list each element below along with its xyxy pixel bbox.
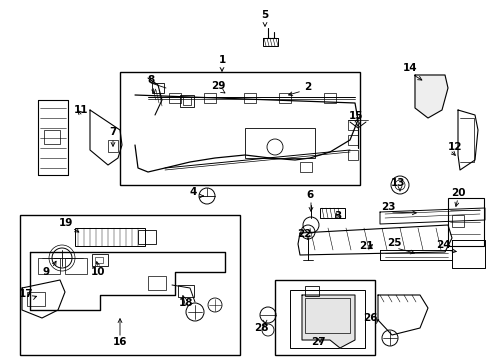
Bar xyxy=(75,228,145,246)
Text: 17: 17 xyxy=(19,289,33,299)
Bar xyxy=(92,254,108,266)
Text: 24: 24 xyxy=(435,240,449,250)
Bar xyxy=(451,215,463,227)
Bar xyxy=(319,208,345,218)
Bar xyxy=(244,93,256,103)
Bar xyxy=(274,280,374,355)
Text: 10: 10 xyxy=(91,267,105,277)
Bar xyxy=(305,286,318,296)
Text: 19: 19 xyxy=(59,218,73,228)
Bar xyxy=(44,130,60,144)
Text: 27: 27 xyxy=(310,337,325,347)
Text: 28: 28 xyxy=(253,323,268,333)
Text: 9: 9 xyxy=(42,267,49,277)
Text: 13: 13 xyxy=(390,178,405,188)
Bar xyxy=(347,150,357,160)
Bar xyxy=(347,120,357,130)
Bar xyxy=(120,72,359,185)
Bar xyxy=(289,290,364,348)
Bar xyxy=(324,93,335,103)
Text: 8: 8 xyxy=(147,75,154,85)
Text: 2: 2 xyxy=(304,82,311,92)
Bar xyxy=(279,93,290,103)
Bar xyxy=(148,276,165,290)
Bar xyxy=(180,95,194,107)
Text: 26: 26 xyxy=(362,313,376,323)
Bar xyxy=(347,135,357,145)
Text: 4: 4 xyxy=(189,187,196,197)
Text: 22: 22 xyxy=(296,229,311,239)
Bar xyxy=(152,83,163,93)
Bar xyxy=(244,128,314,158)
Polygon shape xyxy=(414,75,447,118)
Bar xyxy=(108,140,118,152)
Text: 14: 14 xyxy=(402,63,416,73)
Text: 20: 20 xyxy=(450,188,464,198)
Text: 6: 6 xyxy=(306,190,313,200)
Bar xyxy=(38,258,60,274)
Text: 7: 7 xyxy=(109,127,117,137)
Bar xyxy=(203,93,216,103)
Bar xyxy=(95,257,103,263)
Text: 1: 1 xyxy=(218,55,225,65)
Text: 29: 29 xyxy=(210,81,225,91)
Bar xyxy=(20,215,240,355)
Text: 25: 25 xyxy=(386,238,401,248)
Bar xyxy=(263,38,278,46)
Text: 23: 23 xyxy=(380,202,394,212)
Bar xyxy=(178,285,194,297)
Text: 21: 21 xyxy=(358,241,372,251)
Polygon shape xyxy=(302,295,354,348)
Text: 11: 11 xyxy=(74,105,88,115)
Bar xyxy=(305,298,349,333)
Bar xyxy=(169,93,181,103)
Bar xyxy=(447,198,483,246)
Bar xyxy=(299,162,311,172)
Text: 18: 18 xyxy=(179,298,193,308)
Text: 12: 12 xyxy=(447,142,461,152)
Bar xyxy=(183,97,191,105)
Bar xyxy=(138,230,156,244)
Text: 16: 16 xyxy=(113,337,127,347)
Bar xyxy=(27,292,45,306)
Text: 3: 3 xyxy=(334,211,341,221)
Text: 15: 15 xyxy=(348,111,363,121)
Bar xyxy=(65,258,87,274)
Text: 5: 5 xyxy=(261,10,268,20)
